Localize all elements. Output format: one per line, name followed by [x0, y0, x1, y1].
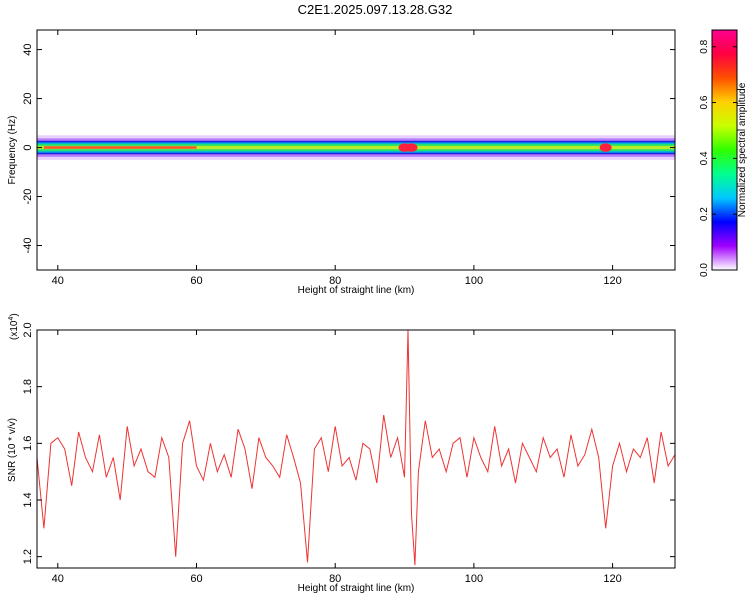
snr-x-tick-label: 40 — [52, 573, 64, 585]
snr-x-label: Height of straight line (km) — [298, 583, 415, 594]
heatmap-panel: 40 60 80 100 120 40 20 0 -20 -40 Height of strai… — [7, 29, 676, 296]
colorbar: 0.0 0.2 0.4 0.6 0.8 Normalized spectral ampl… — [699, 29, 748, 277]
heatmap-x-label: Height of straight line (km) — [298, 285, 415, 296]
snr-y-tick-label: 1.4 — [22, 492, 34, 507]
snr-y-ticks: 2.0 1.8 1.6 1.4 1.2 — [22, 322, 675, 564]
snr-y-tick-label: 1.6 — [22, 436, 34, 451]
spectral-hotspot — [405, 143, 418, 152]
heatmap-x-tick-label: 100 — [465, 275, 483, 287]
snr-frame — [36, 329, 676, 569]
heatmap-x-tick-label: 60 — [190, 275, 202, 287]
snr-y-tick-label: 1.2 — [22, 549, 34, 564]
colorbar-tick-label: 0.0 — [699, 263, 710, 277]
heatmap-y-tick-label: 20 — [22, 92, 34, 104]
colorbar-gradient — [711, 29, 738, 271]
snr-x-tick-label: 120 — [603, 573, 621, 585]
snr-multiplier-exponent: 4 — [8, 317, 15, 321]
snr-line — [37, 330, 675, 566]
snr-panel: 40 60 80 100 120 2.0 1.8 1.6 1.4 1.2 Height of s… — [7, 313, 676, 594]
colorbar-tick-label: 0.4 — [699, 151, 710, 165]
colorbar-tick-label: 0.8 — [699, 39, 710, 53]
snr-x-tick-label: 80 — [329, 573, 341, 585]
heatmap-y-tick-label: -20 — [22, 189, 34, 205]
spectral-hotspot — [599, 143, 612, 152]
heatmap-x-tick-label: 80 — [329, 275, 341, 287]
heatmap-x-tick-label: 40 — [52, 275, 64, 287]
colorbar-label: Normalized spectral amplitude — [737, 82, 748, 217]
colorbar-ticks: 0.0 0.2 0.4 0.6 0.8 — [699, 39, 737, 277]
snr-multiplier-close: ) — [9, 313, 20, 316]
spectral-band-layer — [37, 145, 675, 150]
snr-x-ticks: 40 60 80 100 120 — [52, 330, 622, 585]
colorbar-tick-label: 0.6 — [699, 95, 710, 109]
heatmap-y-ticks: 40 20 0 -20 -40 — [22, 43, 675, 253]
heatmap-y-label: Frequency (Hz) — [7, 116, 18, 185]
heatmap-x-ticks: 40 60 80 100 120 — [52, 30, 622, 287]
heatmap-y-tick-label: 40 — [22, 43, 34, 55]
snr-multiplier-base: (x10 — [9, 320, 20, 340]
figure-title: C2E1.2025.097.13.28.G32 — [298, 2, 453, 17]
heatmap-y-tick-label: 0 — [22, 144, 34, 150]
heatmap-x-tick-label: 120 — [603, 275, 621, 287]
snr-x-tick-label: 100 — [465, 573, 483, 585]
spectral-band-core — [43, 146, 197, 149]
snr-x-tick-label: 60 — [190, 573, 202, 585]
heatmap-y-tick-label: -40 — [22, 238, 34, 254]
colorbar-tick-label: 0.2 — [699, 207, 710, 221]
heatmap-frame — [36, 29, 676, 271]
spectral-band — [37, 135, 675, 160]
snr-y-tick-label: 1.8 — [22, 379, 34, 394]
snr-multiplier: (x104) — [8, 313, 20, 340]
svg-text:(x104): (x104) — [8, 313, 20, 340]
snr-y-tick-label: 2.0 — [22, 322, 34, 337]
snr-y-label: SNR (10 * v/v) — [7, 418, 18, 482]
snr-series — [37, 330, 675, 566]
